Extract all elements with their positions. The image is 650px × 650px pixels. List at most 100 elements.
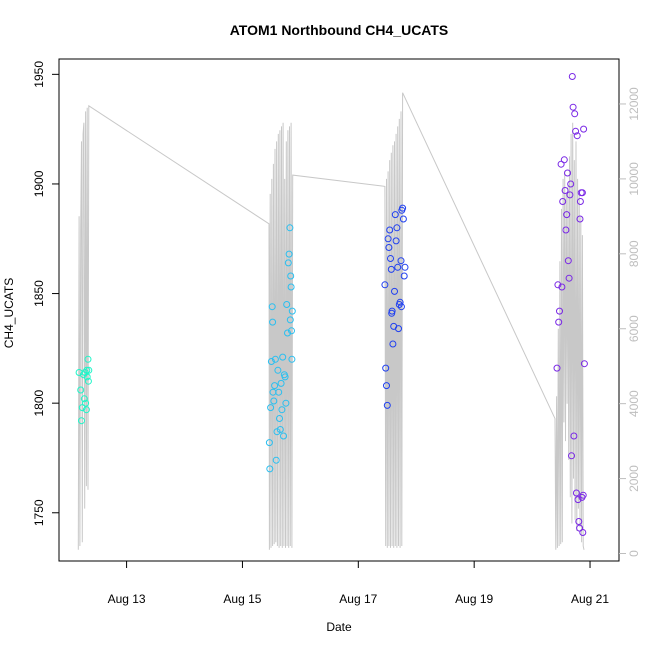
data-point-s3-7 [386, 226, 394, 234]
data-point-s2-34 [288, 307, 296, 315]
data-point-s2-17 [277, 379, 285, 387]
y2-tick-label-4: 6000 [627, 315, 641, 342]
data-point-s3-13 [391, 287, 398, 295]
data-point-s3-21 [397, 257, 405, 265]
data-point-s2-3 [267, 404, 275, 412]
data-point-s2-4 [267, 358, 275, 365]
data-point-s2-9 [271, 382, 279, 390]
data-point-s3-9 [387, 265, 395, 273]
chart-title: ATOM1 Northbound CH4_UCATS [230, 22, 449, 38]
data-point-s2-5 [268, 303, 276, 311]
data-point-s2-31 [288, 327, 295, 335]
data-point-s4-20 [570, 432, 578, 440]
data-point-s2-20 [280, 432, 287, 440]
y-axis: 1750 1800 1850 1900 1950 [32, 61, 59, 526]
data-point-s3-27 [388, 309, 396, 317]
data-point-s2-28 [286, 224, 294, 232]
data-point-s4-26 [575, 518, 583, 525]
data-point-s1-4 [78, 404, 86, 412]
x-axis-label: Date [326, 620, 352, 634]
data-point-s4-25 [574, 496, 582, 504]
data-point-s4-14 [565, 274, 573, 282]
x-tick-label-1: Aug 13 [108, 592, 146, 606]
data-point-s2-2 [266, 465, 274, 473]
y-axis-label: CH4_UCATS [2, 278, 16, 348]
data-point-s4-11 [563, 211, 571, 219]
data-point-s3-26 [401, 263, 409, 271]
data-point-s2-14 [275, 388, 283, 396]
data-point-s2-22 [281, 373, 289, 381]
data-point-s3-18 [395, 325, 402, 333]
data-point-s1-9 [83, 366, 91, 374]
data-point-s1-11 [84, 355, 92, 363]
data-point-s4-15 [566, 191, 574, 199]
data-point-s3-14 [391, 211, 399, 219]
data-point-s1-14 [82, 399, 90, 407]
data-point-s2-16 [276, 426, 284, 433]
data-point-s4-1 [553, 364, 561, 372]
data-point-s1-3 [78, 417, 85, 425]
data-point-s4-12 [564, 169, 571, 177]
data-point-s1-10 [83, 373, 91, 381]
secondary-series-line [77, 92, 585, 550]
data-point-s2-6 [269, 318, 277, 326]
data-point-s4-32 [580, 125, 588, 133]
data-point-s3-11 [389, 340, 397, 348]
y2-tick-label-6: 10000 [627, 162, 641, 196]
data-point-s4-24 [573, 132, 581, 140]
data-point-s4-7 [559, 198, 567, 205]
x-tick-label-3: Aug 17 [339, 592, 377, 606]
data-point-s2-23 [282, 399, 290, 407]
data-point-s3-16 [393, 224, 401, 232]
y-tick-label-3: 1850 [32, 280, 46, 307]
data-point-s1-2 [77, 386, 85, 394]
x-axis: Aug 13 Aug 15 Aug 17 Aug 19 Aug 21 [108, 560, 609, 606]
data-point-s3-24 [399, 215, 407, 223]
y-tick-label-1: 1750 [32, 499, 46, 526]
data-point-s1-13 [85, 366, 93, 374]
data-point-s2-26 [284, 259, 292, 267]
data-point-s4-6 [558, 283, 566, 291]
data-point-s3-5 [384, 235, 392, 243]
data-point-s1-6 [80, 395, 88, 403]
data-point-s4-13 [564, 257, 572, 265]
data-point-s4-22 [572, 127, 580, 135]
data-point-s4-21 [571, 110, 579, 118]
right-y-axis: 0 2000 4000 6000 8000 10000 12000 [619, 87, 641, 557]
data-point-s3-23 [399, 204, 407, 212]
y2-tick-label-7: 12000 [627, 87, 641, 121]
data-point-s4-28 [576, 198, 584, 205]
data-point-s2-32 [288, 355, 296, 363]
data-point-s2-27 [285, 250, 293, 258]
data-point-s4-19 [569, 103, 577, 111]
data-point-s3-3 [383, 382, 390, 390]
data-point-s4-2 [554, 281, 562, 289]
data-point-s3-28 [397, 303, 405, 311]
data-point-s4-4 [556, 307, 563, 315]
data-point-s4-18 [568, 73, 576, 80]
data-point-s3-2 [382, 364, 390, 372]
data-point-s2-19 [279, 353, 287, 361]
x-tick-label-2: Aug 15 [223, 592, 261, 606]
data-point-s4-34 [578, 189, 586, 197]
data-point-s4-16 [567, 180, 575, 188]
data-point-s2-1 [265, 439, 273, 447]
data-point-s4-9 [561, 187, 569, 194]
data-point-s3-17 [394, 263, 402, 271]
data-point-s3-1 [381, 281, 389, 289]
y2-tick-label-1: 0 [627, 550, 641, 557]
y-tick-label-5: 1950 [32, 61, 46, 88]
data-point-s3-20 [396, 298, 404, 306]
data-point-s2-25 [284, 329, 291, 337]
data-point-s3-8 [387, 255, 394, 262]
x-tick-label-5: Aug 21 [571, 592, 609, 606]
data-point-s2-18 [278, 406, 286, 414]
data-point-s3-6 [385, 244, 393, 251]
y2-tick-label-5: 8000 [627, 240, 641, 267]
data-point-s2-24 [283, 301, 291, 308]
data-point-s1-5 [80, 371, 87, 379]
data-point-s1-8 [82, 406, 90, 414]
data-point-s4-31 [579, 529, 587, 536]
